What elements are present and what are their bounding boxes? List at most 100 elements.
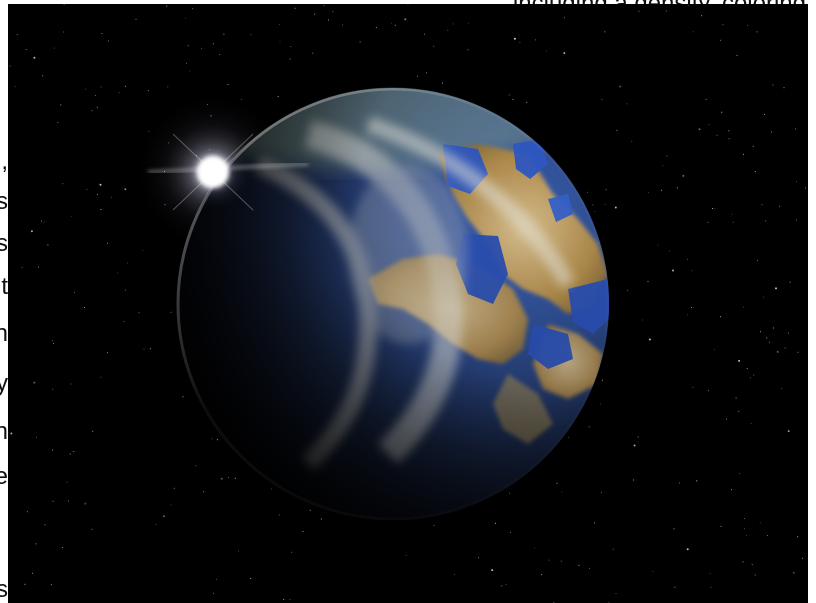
star	[746, 535, 747, 537]
star	[648, 338, 651, 341]
star	[320, 518, 322, 520]
star	[203, 491, 205, 493]
star	[696, 479, 698, 481]
star	[781, 388, 783, 390]
star	[32, 572, 33, 574]
star	[277, 95, 279, 97]
star	[567, 436, 569, 438]
star	[289, 58, 291, 60]
star	[701, 15, 703, 17]
star	[359, 41, 361, 43]
star	[108, 40, 109, 42]
star	[107, 242, 108, 244]
side-letter: e	[0, 465, 8, 489]
star	[127, 262, 129, 264]
star	[91, 528, 93, 530]
star	[182, 396, 184, 398]
star	[735, 397, 737, 399]
star	[753, 374, 755, 376]
star	[657, 244, 659, 246]
star	[601, 379, 603, 381]
star	[124, 188, 127, 191]
star	[407, 4, 409, 5]
star	[394, 24, 396, 26]
star	[41, 220, 42, 222]
star	[117, 272, 119, 274]
star	[138, 312, 140, 314]
star	[423, 33, 425, 35]
star	[238, 550, 239, 552]
star	[692, 31, 694, 33]
sun-flare	[147, 104, 309, 244]
star	[228, 477, 230, 479]
star	[779, 205, 781, 207]
star	[124, 85, 126, 87]
star	[508, 94, 510, 96]
star	[57, 122, 59, 123]
star	[62, 183, 64, 185]
star	[594, 210, 596, 212]
star	[647, 280, 649, 282]
planet-scene	[8, 4, 808, 603]
star	[795, 219, 797, 221]
star	[631, 140, 633, 142]
star	[42, 75, 44, 77]
star	[302, 530, 304, 532]
star	[118, 92, 120, 94]
star	[491, 569, 494, 572]
star	[86, 189, 88, 191]
star	[560, 560, 562, 562]
star	[250, 577, 252, 579]
star	[52, 449, 54, 451]
star	[526, 101, 528, 103]
star	[189, 70, 191, 72]
star	[586, 191, 588, 193]
star	[185, 17, 186, 19]
star	[757, 260, 758, 262]
star	[69, 453, 71, 455]
star	[33, 381, 36, 384]
star	[731, 489, 732, 491]
star	[332, 11, 334, 13]
star	[405, 554, 407, 556]
star	[52, 340, 53, 342]
star	[467, 49, 469, 51]
star	[732, 221, 734, 223]
star	[143, 348, 145, 350]
star	[669, 250, 671, 252]
star	[726, 418, 728, 420]
star	[797, 351, 799, 353]
star	[512, 98, 514, 100]
star	[508, 492, 510, 494]
star	[44, 524, 46, 526]
star	[149, 348, 151, 350]
star	[452, 23, 454, 25]
star	[743, 153, 744, 155]
star	[771, 131, 773, 133]
star	[97, 193, 98, 195]
star	[672, 269, 674, 272]
star	[328, 19, 329, 21]
side-letter: ,	[1, 150, 8, 174]
star	[186, 62, 188, 64]
star	[776, 350, 779, 353]
star	[731, 213, 733, 215]
star	[24, 583, 26, 585]
star	[375, 27, 377, 29]
star	[534, 547, 535, 549]
star	[36, 436, 37, 438]
star	[722, 24, 724, 26]
star	[604, 31, 606, 33]
star	[746, 368, 748, 369]
star	[594, 522, 596, 524]
star	[738, 473, 740, 474]
star	[601, 492, 602, 494]
star	[212, 43, 214, 45]
star	[673, 528, 675, 530]
star	[227, 84, 229, 85]
star	[708, 390, 709, 392]
star	[756, 31, 758, 33]
star	[173, 487, 175, 489]
star	[187, 45, 189, 47]
